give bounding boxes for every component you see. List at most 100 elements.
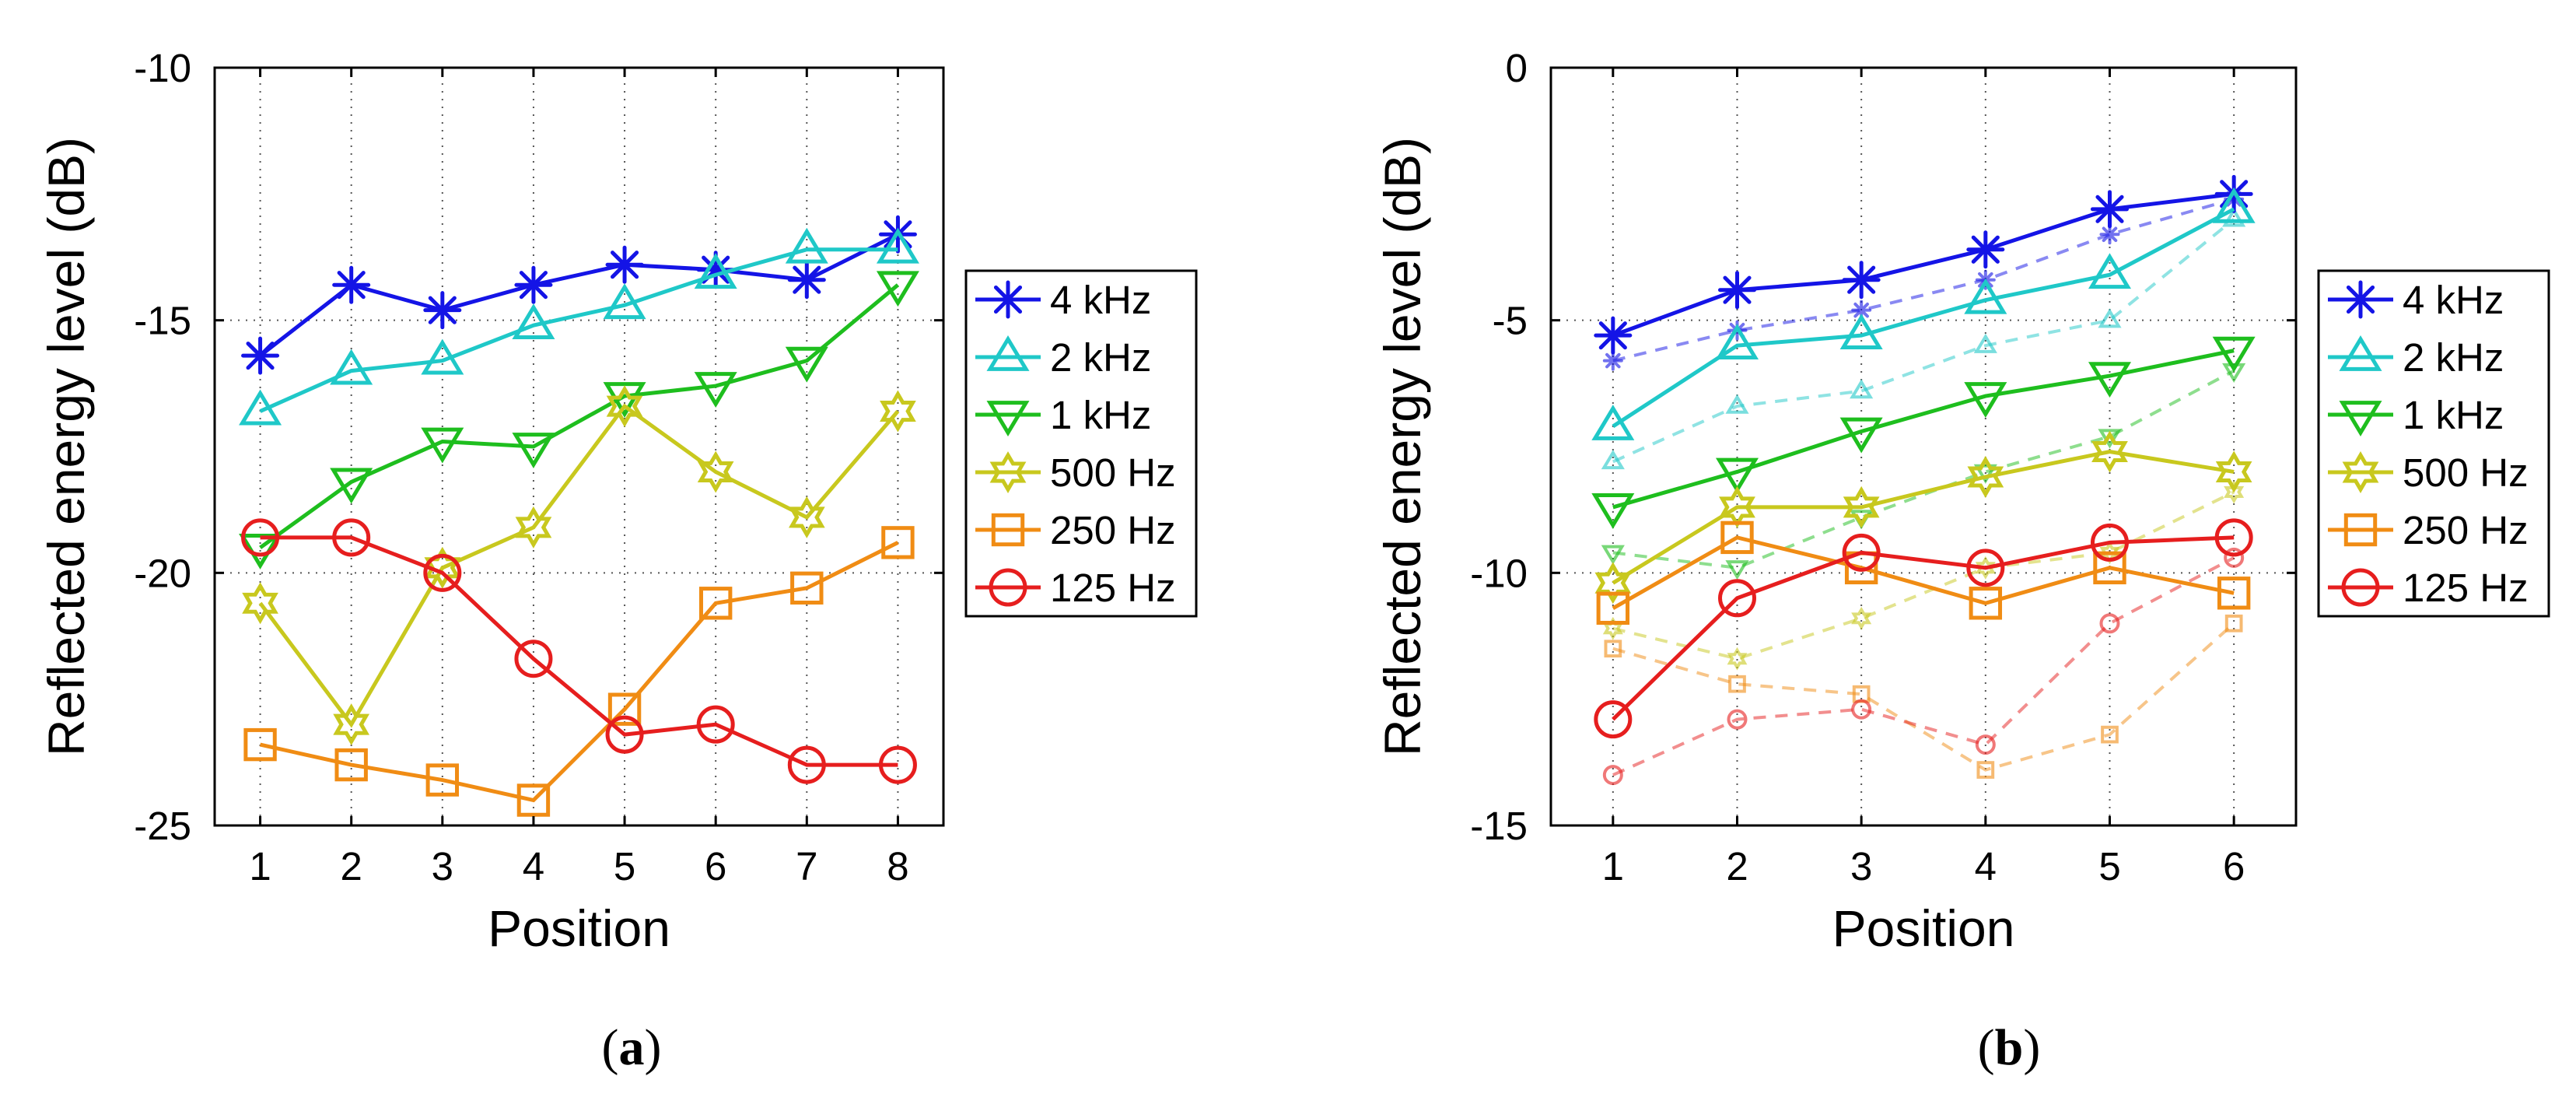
caption-open: ( [602, 1019, 619, 1076]
series-point [876, 271, 919, 307]
series-point [241, 518, 280, 557]
legend-marker [986, 335, 1030, 371]
legend-item: 1 kHz [975, 393, 1151, 437]
dashed-series-line [1612, 556, 2235, 776]
series-point [2088, 253, 2132, 289]
dashed-series-point [1975, 734, 1996, 755]
dashed-series-point [2224, 480, 2245, 504]
dashed-series-point [2222, 207, 2246, 227]
series-point [785, 346, 828, 383]
series-point [1594, 316, 1633, 355]
series-point [787, 745, 826, 784]
series-line [1612, 535, 2235, 610]
series-line [1612, 207, 2235, 429]
legend-item: 500 Hz [975, 450, 1176, 495]
legend-item: 125 Hz [975, 566, 1176, 610]
legend-label: 2 kHz [1050, 335, 1151, 380]
legend-item: 125 Hz [2328, 566, 2529, 610]
y-tick-label: -10 [1470, 551, 1528, 595]
series-point [2093, 551, 2126, 585]
series-point [1718, 271, 1756, 310]
panel-caption: (b) [1978, 1019, 2041, 1076]
legend-label: 125 Hz [2403, 566, 2529, 610]
series-point [516, 783, 551, 817]
series-point [788, 496, 825, 538]
legend: 4 kHz 2 kHz 1 kHz 500 Hz 250 Hz 125 Hz [2317, 269, 2550, 618]
series-line [1612, 449, 2235, 585]
series-point [605, 715, 644, 754]
chart-panel-a: 1 2 3 4 5 6 7 8 -25 -20 -15 -10 Position Reflected en… [37, 46, 1198, 1076]
series-point [1842, 261, 1881, 300]
series-point [512, 433, 555, 468]
series-point [787, 261, 826, 300]
series-point [330, 468, 373, 504]
series-point [241, 336, 280, 375]
series-point [694, 253, 737, 289]
legend-item: 4 kHz [975, 278, 1151, 322]
legend-marker [991, 513, 1025, 547]
x-tick-label: 2 [1726, 844, 1748, 888]
dashed-series-point [1975, 556, 1996, 580]
x-tick-label: 1 [1602, 844, 1624, 888]
dashed-series-line [1612, 218, 2235, 464]
series-point [424, 546, 461, 589]
series-point [1964, 278, 2007, 314]
series-point [239, 389, 282, 426]
series-point [243, 727, 277, 762]
dashed-series-point [1976, 761, 1995, 779]
legend-marker [986, 401, 1030, 436]
x-tick-label: 3 [1850, 844, 1872, 888]
x-tick-label: 3 [432, 844, 453, 888]
caption-close: ) [645, 1019, 662, 1076]
y-tick-label: -5 [1493, 299, 1528, 343]
y-axis-label: Reflected energy level (dB) [1374, 137, 1431, 756]
series-point [332, 265, 371, 304]
x-tick-label: 4 [523, 844, 544, 888]
legend-marker [2339, 401, 2382, 436]
series-point [242, 582, 278, 625]
series-point [421, 427, 464, 464]
series-point [1966, 548, 2005, 587]
series-point [698, 587, 733, 620]
legend-label: 1 kHz [1050, 393, 1151, 437]
legend-marker [2339, 335, 2382, 371]
series-point [512, 303, 555, 340]
series-point [421, 338, 464, 375]
x-tick-label: 5 [2098, 844, 2120, 888]
series-point [881, 526, 915, 559]
series-point [1839, 314, 1883, 350]
dashed-series-point [1725, 394, 1749, 414]
legend-item: 4 kHz [2328, 278, 2504, 322]
legend-item: 1 kHz [2328, 393, 2504, 437]
series-line [258, 403, 900, 728]
y-axis-label: Reflected energy level (dB) [37, 137, 95, 756]
legend-label: 4 kHz [1050, 278, 1151, 322]
series-point [1591, 405, 1635, 440]
caption-close: ) [2023, 1019, 2040, 1076]
series-point [333, 703, 370, 746]
series-point [694, 372, 737, 408]
caption-open: ( [1978, 1019, 1995, 1076]
legend-label: 125 Hz [1050, 566, 1176, 610]
dashed-series-line [1612, 622, 2235, 772]
x-tick-label: 8 [887, 844, 908, 888]
series-point [1966, 230, 2005, 269]
legend-label: 500 Hz [1050, 450, 1176, 495]
dashed-series-point [1973, 464, 1997, 484]
legend-box [964, 269, 1198, 618]
series-point [2212, 336, 2256, 373]
series-point [1839, 417, 1883, 454]
series-line [1612, 349, 2235, 510]
legend-marker [2342, 451, 2379, 493]
series-point [514, 640, 553, 678]
series-point [330, 349, 373, 385]
series-point [605, 245, 644, 284]
dashed-series-point [2098, 429, 2122, 449]
legend-box [2317, 269, 2550, 618]
series-point [334, 748, 368, 782]
dashed-series-point [2098, 308, 2122, 328]
series-point [2088, 362, 2132, 398]
series-point [1594, 700, 1633, 739]
x-tick-label: 4 [1975, 844, 1997, 888]
